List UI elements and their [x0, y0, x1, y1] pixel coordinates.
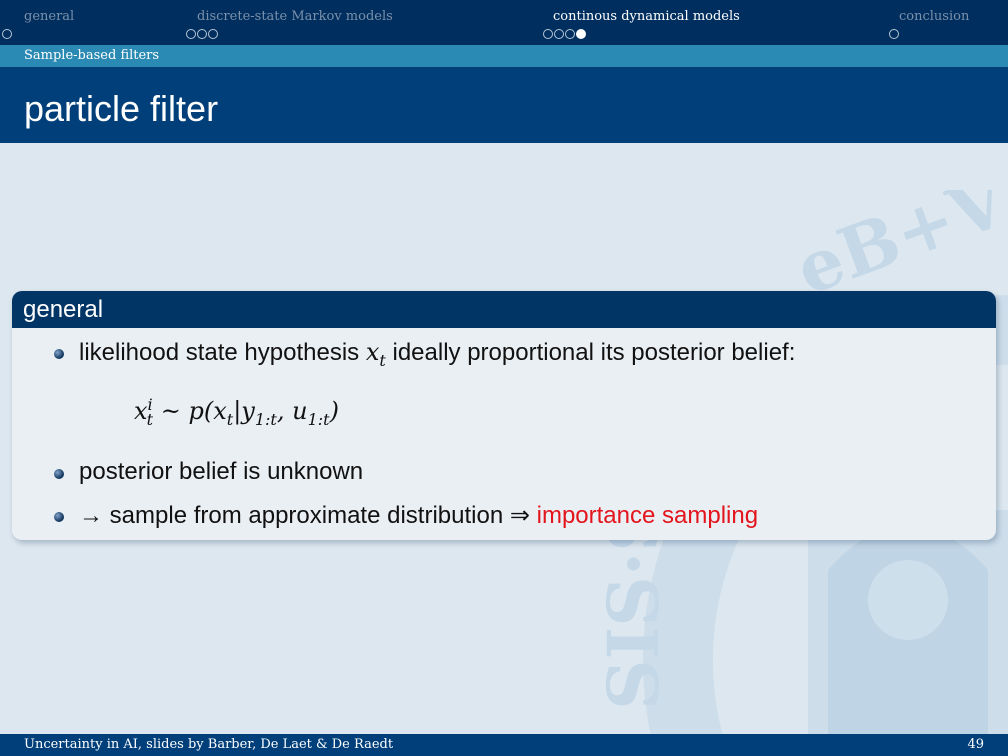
nav-dots-continuous-dynamical	[543, 29, 587, 39]
subsection-dot[interactable]	[2, 29, 12, 39]
bullet-icon	[54, 469, 64, 479]
nav-dots-conclusion	[889, 29, 900, 39]
subsection-dot[interactable]	[554, 29, 564, 39]
nav-section-continuous-dynamical[interactable]: continous dynamical models	[553, 9, 740, 24]
nav-section-conclusion[interactable]: conclusion	[899, 9, 970, 24]
nav-dots-general	[2, 29, 13, 39]
footer-bar: Uncertainty in AI, slides by Barber, De …	[0, 734, 1008, 756]
subsection-dot[interactable]	[186, 29, 196, 39]
subsection-dot[interactable]	[565, 29, 575, 39]
math-subscript: t	[379, 350, 386, 370]
nav-dots-discrete-state	[186, 29, 219, 39]
bullet-icon	[54, 349, 64, 359]
section-navigation-bar: general discrete-state Markov models con…	[0, 0, 1008, 45]
content-block: general likelihood state hypothesis xt i…	[12, 291, 996, 540]
subsection-dot[interactable]	[543, 29, 553, 39]
nav-section-general[interactable]: general	[24, 9, 75, 24]
subsection-dot[interactable]	[208, 29, 218, 39]
highlight-importance-sampling: importance sampling	[536, 502, 759, 529]
subsection-dot[interactable]	[197, 29, 207, 39]
bullet-icon	[54, 512, 64, 522]
page-number: 49	[967, 737, 984, 752]
equation-body: p(x	[188, 397, 227, 425]
bullet-item-sampling: → sample from approximate distribution ⇒…	[79, 501, 758, 530]
block-heading: general	[12, 291, 996, 328]
slide-title: particle filter	[24, 88, 219, 129]
subsection-dot[interactable]	[889, 29, 899, 39]
current-subsection-dot[interactable]	[576, 29, 586, 39]
nav-section-discrete-state[interactable]: discrete-state Markov models	[197, 9, 393, 24]
frame-title-bar: particle filter	[0, 67, 1008, 143]
bullet-item-likelihood: likelihood state hypothesis xt ideally p…	[79, 338, 795, 370]
math-variable: x	[365, 338, 380, 366]
bullet-item-unknown: posterior belief is unknown	[79, 458, 364, 485]
footer-credit: Uncertainty in AI, slides by Barber, De …	[24, 737, 394, 752]
equation: xit ~ p(xt|y1:t, u1:t)	[134, 395, 339, 429]
bullet-text: sample from approximate distribution	[103, 502, 510, 529]
bullet-text-pre: likelihood state hypothesis	[79, 339, 366, 366]
subsection-title: Sample-based filters	[24, 48, 160, 63]
arrow-symbol: →	[79, 502, 103, 529]
subsection-bar: Sample-based filters	[0, 45, 1008, 67]
implies-symbol: ⇒	[509, 502, 530, 529]
bullet-text-post: ideally proportional its posterior belie…	[385, 339, 796, 366]
